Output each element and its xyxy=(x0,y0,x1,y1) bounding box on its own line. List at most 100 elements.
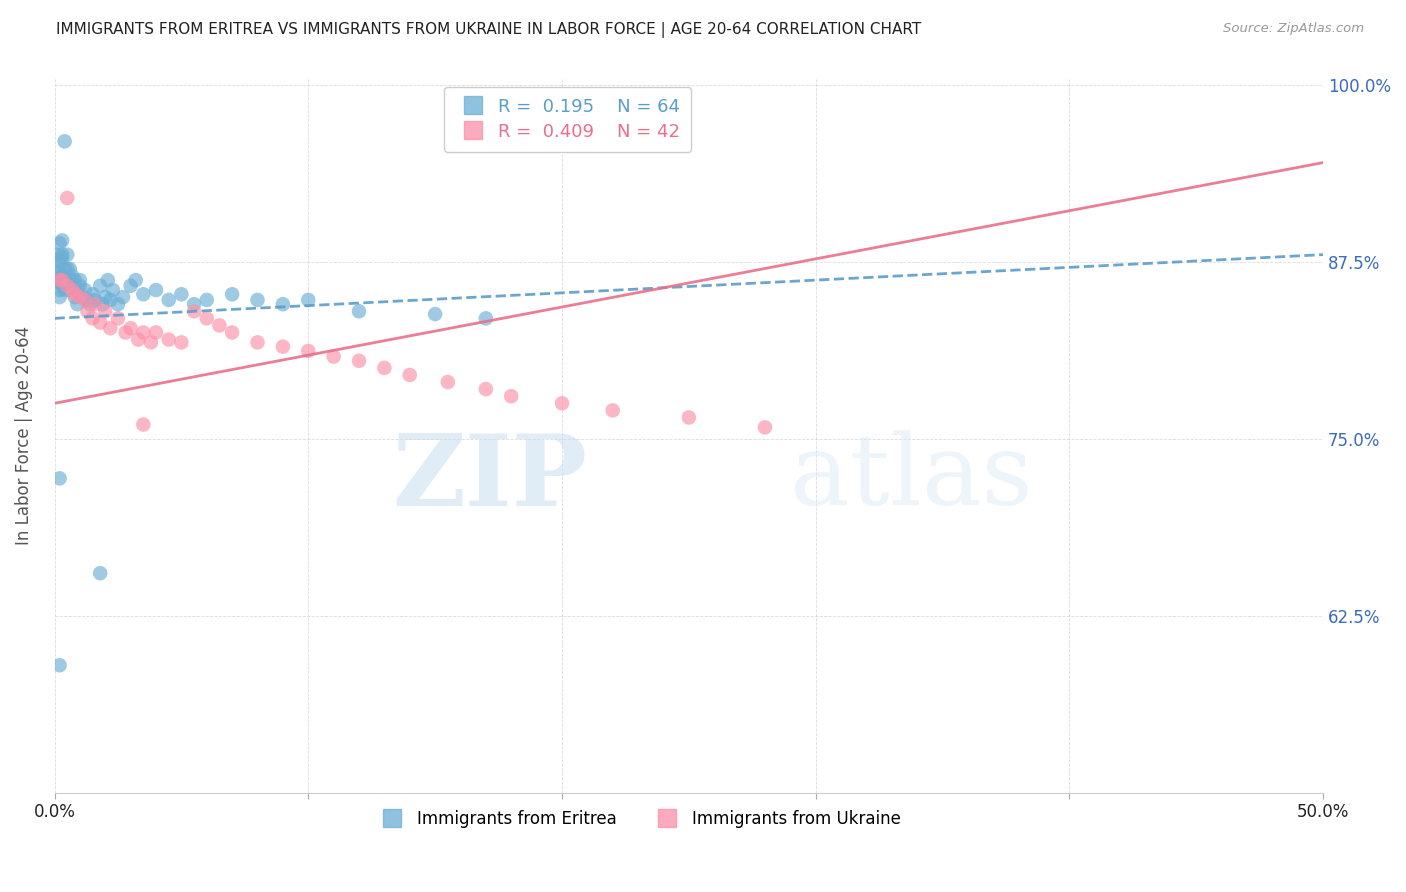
Immigrants from Ukraine xyxy=(475,382,498,396)
Immigrants from Eritrea xyxy=(132,287,155,301)
Immigrants from Eritrea xyxy=(48,658,70,673)
Immigrants from Ukraine xyxy=(246,335,269,350)
Immigrants from Eritrea xyxy=(183,297,205,311)
Immigrants from Eritrea xyxy=(82,287,104,301)
Immigrants from Eritrea xyxy=(157,293,180,307)
Immigrants from Eritrea xyxy=(91,297,114,311)
Immigrants from Eritrea xyxy=(63,273,86,287)
Immigrants from Ukraine xyxy=(297,343,319,358)
Immigrants from Ukraine xyxy=(82,311,104,326)
Immigrants from Ukraine xyxy=(157,333,180,347)
Immigrants from Eritrea xyxy=(59,261,82,276)
Immigrants from Ukraine xyxy=(145,326,167,340)
Legend: Immigrants from Eritrea, Immigrants from Ukraine: Immigrants from Eritrea, Immigrants from… xyxy=(368,803,907,834)
Immigrants from Eritrea xyxy=(73,283,96,297)
Immigrants from Eritrea xyxy=(60,278,83,293)
Immigrants from Eritrea xyxy=(53,276,76,290)
Immigrants from Ukraine xyxy=(107,311,129,326)
Immigrants from Eritrea xyxy=(120,278,142,293)
Immigrants from Eritrea xyxy=(170,287,193,301)
Immigrants from Eritrea xyxy=(51,251,73,265)
Immigrants from Eritrea xyxy=(48,283,70,297)
Immigrants from Eritrea xyxy=(63,290,86,304)
Immigrants from Eritrea xyxy=(66,283,89,297)
Immigrants from Ukraine xyxy=(114,326,136,340)
Immigrants from Ukraine xyxy=(501,389,523,403)
Immigrants from Ukraine xyxy=(63,287,86,301)
Immigrants from Eritrea xyxy=(66,297,89,311)
Immigrants from Eritrea xyxy=(53,283,76,297)
Immigrants from Eritrea xyxy=(51,247,73,261)
Immigrants from Eritrea xyxy=(475,311,498,326)
Immigrants from Ukraine xyxy=(754,420,776,434)
Text: ZIP: ZIP xyxy=(392,430,588,526)
Immigrants from Eritrea xyxy=(53,134,76,148)
Immigrants from Eritrea xyxy=(51,234,73,248)
Immigrants from Ukraine xyxy=(221,326,243,340)
Immigrants from Eritrea xyxy=(59,273,82,287)
Immigrants from Ukraine xyxy=(602,403,624,417)
Immigrants from Eritrea xyxy=(69,273,91,287)
Immigrants from Eritrea xyxy=(56,273,79,287)
Immigrants from Ukraine xyxy=(127,333,149,347)
Immigrants from Ukraine xyxy=(322,350,344,364)
Immigrants from Ukraine xyxy=(347,353,370,368)
Immigrants from Eritrea xyxy=(297,293,319,307)
Immigrants from Eritrea xyxy=(107,297,129,311)
Immigrants from Eritrea xyxy=(56,261,79,276)
Immigrants from Eritrea xyxy=(46,273,69,287)
Immigrants from Eritrea xyxy=(347,304,370,318)
Immigrants from Eritrea xyxy=(98,293,121,307)
Immigrants from Eritrea xyxy=(423,307,446,321)
Immigrants from Eritrea xyxy=(76,293,98,307)
Immigrants from Eritrea xyxy=(53,261,76,276)
Immigrants from Ukraine xyxy=(120,321,142,335)
Immigrants from Ukraine xyxy=(139,335,162,350)
Immigrants from Ukraine xyxy=(271,340,294,354)
Immigrants from Eritrea xyxy=(51,278,73,293)
Immigrants from Eritrea xyxy=(246,293,269,307)
Immigrants from Ukraine xyxy=(60,283,83,297)
Immigrants from Ukraine xyxy=(132,326,155,340)
Immigrants from Eritrea xyxy=(48,290,70,304)
Immigrants from Ukraine xyxy=(89,316,111,330)
Immigrants from Eritrea xyxy=(46,264,69,278)
Immigrants from Ukraine xyxy=(73,293,96,307)
Immigrants from Ukraine xyxy=(398,368,420,382)
Immigrants from Ukraine xyxy=(183,304,205,318)
Immigrants from Eritrea xyxy=(46,247,69,261)
Immigrants from Eritrea xyxy=(51,268,73,283)
Immigrants from Ukraine xyxy=(56,191,79,205)
Immigrants from Ukraine xyxy=(98,321,121,335)
Immigrants from Ukraine xyxy=(132,417,155,432)
Immigrants from Eritrea xyxy=(145,283,167,297)
Immigrants from Ukraine xyxy=(48,273,70,287)
Immigrants from Eritrea xyxy=(84,293,107,307)
Immigrants from Eritrea xyxy=(60,268,83,283)
Immigrants from Ukraine xyxy=(551,396,574,410)
Text: IMMIGRANTS FROM ERITREA VS IMMIGRANTS FROM UKRAINE IN LABOR FORCE | AGE 20-64 CO: IMMIGRANTS FROM ERITREA VS IMMIGRANTS FR… xyxy=(56,22,921,38)
Y-axis label: In Labor Force | Age 20-64: In Labor Force | Age 20-64 xyxy=(15,326,32,545)
Immigrants from Ukraine xyxy=(94,304,117,318)
Immigrants from Eritrea xyxy=(48,236,70,251)
Immigrants from Eritrea xyxy=(195,293,218,307)
Immigrants from Ukraine xyxy=(195,311,218,326)
Immigrants from Ukraine xyxy=(51,273,73,287)
Immigrants from Eritrea xyxy=(48,276,70,290)
Immigrants from Eritrea xyxy=(48,471,70,485)
Immigrants from Ukraine xyxy=(170,335,193,350)
Immigrants from Ukraine xyxy=(84,297,107,311)
Immigrants from Eritrea xyxy=(94,290,117,304)
Immigrants from Eritrea xyxy=(112,290,135,304)
Immigrants from Eritrea xyxy=(46,261,69,276)
Immigrants from Ukraine xyxy=(208,318,231,333)
Immigrants from Eritrea xyxy=(59,283,82,297)
Immigrants from Eritrea xyxy=(125,273,148,287)
Immigrants from Ukraine xyxy=(76,304,98,318)
Immigrants from Eritrea xyxy=(271,297,294,311)
Immigrants from Eritrea xyxy=(89,278,111,293)
Immigrants from Ukraine xyxy=(678,410,700,425)
Immigrants from Eritrea xyxy=(101,283,124,297)
Immigrants from Ukraine xyxy=(69,290,91,304)
Immigrants from Ukraine xyxy=(56,278,79,293)
